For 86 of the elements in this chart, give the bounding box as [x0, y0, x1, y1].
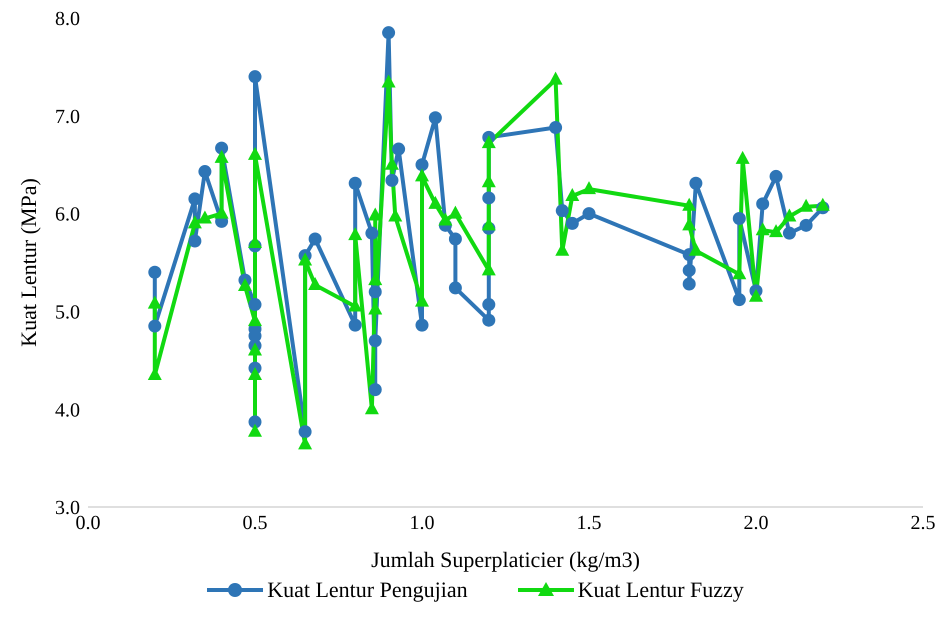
x-tick-label: 1.0 — [410, 512, 434, 534]
y-axis-title: Kuat Lentur (MPa) — [16, 178, 41, 347]
point — [248, 415, 262, 428]
point — [368, 285, 382, 298]
point — [348, 318, 362, 332]
point — [298, 425, 312, 438]
point — [348, 227, 362, 240]
point — [248, 366, 262, 380]
point — [415, 168, 429, 182]
point — [188, 215, 202, 228]
point — [682, 198, 696, 211]
point — [756, 197, 770, 210]
point — [800, 218, 813, 232]
point — [188, 234, 202, 248]
point — [566, 216, 579, 230]
point — [582, 181, 596, 194]
point — [482, 314, 496, 327]
point — [682, 278, 696, 291]
point — [770, 170, 783, 183]
point — [248, 298, 262, 312]
point — [368, 334, 382, 348]
point — [308, 276, 322, 290]
point — [756, 222, 770, 236]
point — [188, 192, 202, 206]
point — [438, 212, 452, 226]
point — [782, 226, 796, 240]
point — [548, 72, 563, 85]
legend-label: Kuat Lentur Pengujian — [266, 577, 468, 603]
point — [248, 146, 262, 160]
point — [482, 135, 496, 148]
point — [565, 188, 580, 201]
point — [238, 278, 252, 291]
y-tick-label: 8.0 — [55, 8, 80, 30]
point — [368, 383, 382, 396]
point — [148, 266, 162, 279]
point — [688, 242, 703, 256]
x-tick-label: 0.5 — [242, 512, 268, 534]
point — [736, 150, 750, 164]
point — [482, 191, 496, 204]
point — [198, 210, 212, 224]
point — [428, 196, 442, 209]
point — [248, 70, 262, 84]
point — [215, 142, 228, 155]
point — [689, 176, 702, 190]
point — [198, 165, 212, 178]
point — [448, 206, 462, 219]
y-tick-label: 5.0 — [55, 302, 80, 324]
point — [682, 264, 696, 277]
point — [448, 281, 462, 294]
point — [348, 176, 362, 190]
x-tick-label: 2.5 — [910, 512, 936, 534]
legend-label: Kuat Lentur Fuzzy — [576, 577, 744, 603]
point — [248, 342, 262, 356]
point — [482, 298, 496, 312]
point — [816, 198, 830, 211]
point — [799, 198, 814, 212]
point — [382, 26, 396, 40]
point — [782, 208, 796, 222]
point — [392, 142, 406, 156]
point — [416, 318, 428, 332]
point — [556, 204, 569, 218]
y-tick-label: 4.0 — [55, 399, 80, 422]
point — [382, 74, 396, 88]
x-tick-label: 1.5 — [576, 512, 602, 534]
point — [298, 436, 312, 450]
point — [148, 296, 162, 309]
point — [148, 320, 162, 333]
point — [582, 207, 596, 220]
point — [385, 174, 398, 187]
x-axis-title: Jumlah Superplaticier (kg/m3) — [371, 547, 640, 572]
y-tick-label: 7.0 — [55, 106, 80, 128]
point — [428, 111, 442, 124]
point — [298, 252, 312, 266]
point — [416, 158, 428, 172]
point — [308, 232, 322, 246]
y-tick-label: 6.0 — [55, 204, 80, 226]
point — [749, 288, 763, 302]
point — [365, 226, 378, 240]
point — [248, 424, 262, 437]
point — [769, 224, 784, 238]
point — [732, 293, 746, 306]
x-tick-label: 2.0 — [744, 512, 768, 534]
point — [214, 150, 229, 163]
point — [448, 232, 462, 246]
point — [549, 121, 562, 134]
point — [732, 212, 746, 225]
